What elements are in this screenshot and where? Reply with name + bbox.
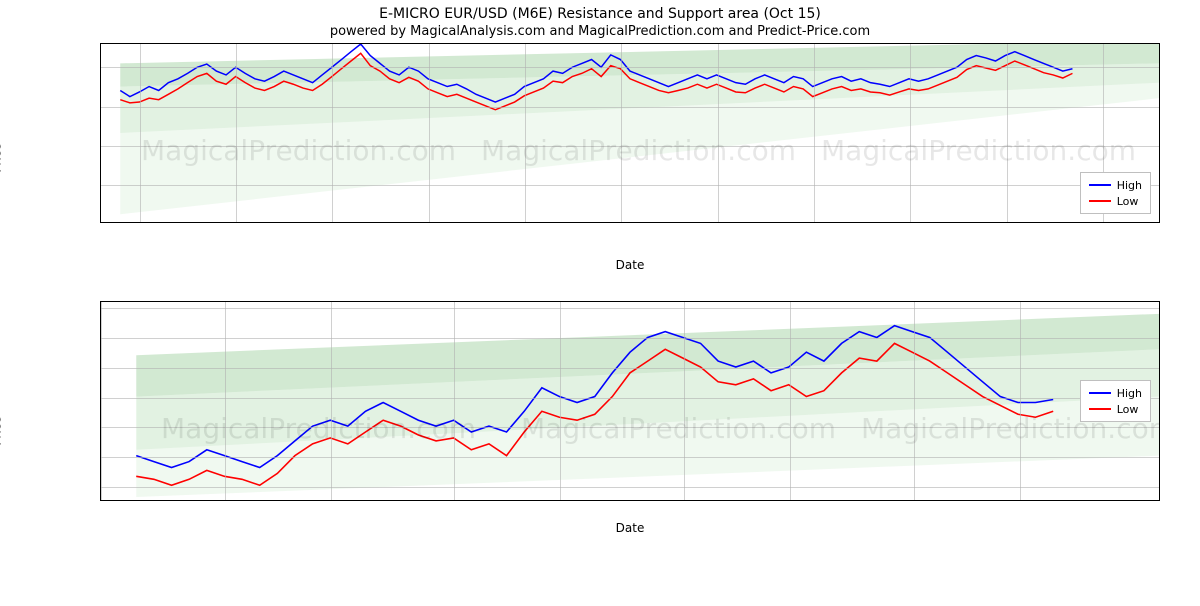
- legend-label-high: High: [1117, 387, 1142, 400]
- ytick-label: 1.05: [100, 100, 101, 113]
- bottom-xlabel: Date: [616, 521, 645, 535]
- top-svg: [101, 44, 1159, 222]
- xtick-label: 2023-03: [117, 222, 163, 223]
- chart-subtitle: powered by MagicalAnalysis.com and Magic…: [0, 24, 1200, 39]
- xtick-label: 2024-01: [598, 222, 644, 223]
- xtick-label: 2024-10-01: [882, 500, 946, 501]
- top-ylabel: Price: [0, 143, 4, 172]
- ytick-label: 1.00: [100, 139, 101, 152]
- xtick-label: 2024-11: [1080, 222, 1126, 223]
- legend-swatch-high: [1089, 392, 1111, 394]
- xtick-label: 2024-07-01: [193, 500, 257, 501]
- legend: High Low: [1080, 380, 1151, 422]
- xtick-label: 2024-11-01: [1129, 500, 1160, 501]
- xtick-label: 2023-05: [213, 222, 259, 223]
- ytick-label: 0.90: [100, 218, 101, 224]
- bottom-chart-panel: 1.071.081.091.101.111.121.132024-06-1520…: [30, 301, 1170, 561]
- bottom-svg: [101, 302, 1159, 500]
- legend: High Low: [1080, 172, 1151, 214]
- xtick-label: 2023-11: [502, 222, 548, 223]
- legend-swatch-high: [1089, 184, 1111, 186]
- xtick-label: 2024-07: [887, 222, 933, 223]
- xtick-label: 2024-08-01: [422, 500, 486, 501]
- legend-label-low: Low: [1117, 403, 1139, 416]
- xtick-label: 2024-06-15: [100, 500, 133, 501]
- xtick-label: 2024-05: [791, 222, 837, 223]
- xtick-label: 2024-10-15: [988, 500, 1052, 501]
- legend-label-low: Low: [1117, 195, 1139, 208]
- xtick-label: 2024-09: [984, 222, 1030, 223]
- top-xlabel: Date: [616, 258, 645, 272]
- legend-item-low: Low: [1089, 401, 1142, 417]
- legend-item-high: High: [1089, 177, 1142, 193]
- bottom-ylabel: Price: [0, 416, 4, 445]
- xtick-label: 2024-09-01: [652, 500, 716, 501]
- ytick-label: 1.10: [100, 61, 101, 74]
- legend-swatch-low: [1089, 408, 1111, 410]
- top-plot-area: 0.90 0.95 1.00 1.05 1.10 2023-03 2023-05 2023-0…: [100, 43, 1160, 223]
- xtick-label: 2024-07-15: [299, 500, 363, 501]
- xtick-label: 2024-03: [695, 222, 741, 223]
- bottom-plot-area: 1.071.081.091.101.111.121.132024-06-1520…: [100, 301, 1160, 501]
- xtick-label: 2023-07: [309, 222, 355, 223]
- chart-title: E-MICRO EUR/USD (M6E) Resistance and Sup…: [0, 6, 1200, 22]
- ytick-label: 0.95: [100, 178, 101, 191]
- legend-item-low: Low: [1089, 193, 1142, 209]
- top-chart-panel: 0.90 0.95 1.00 1.05 1.10 2023-03 2023-05 2023-0…: [30, 43, 1170, 273]
- legend-label-high: High: [1117, 179, 1142, 192]
- legend-item-high: High: [1089, 385, 1142, 401]
- xtick-label: 2024-09-15: [758, 500, 822, 501]
- xtick-label: 2023-09: [406, 222, 452, 223]
- legend-swatch-low: [1089, 200, 1111, 202]
- xtick-label: 2024-08-15: [528, 500, 592, 501]
